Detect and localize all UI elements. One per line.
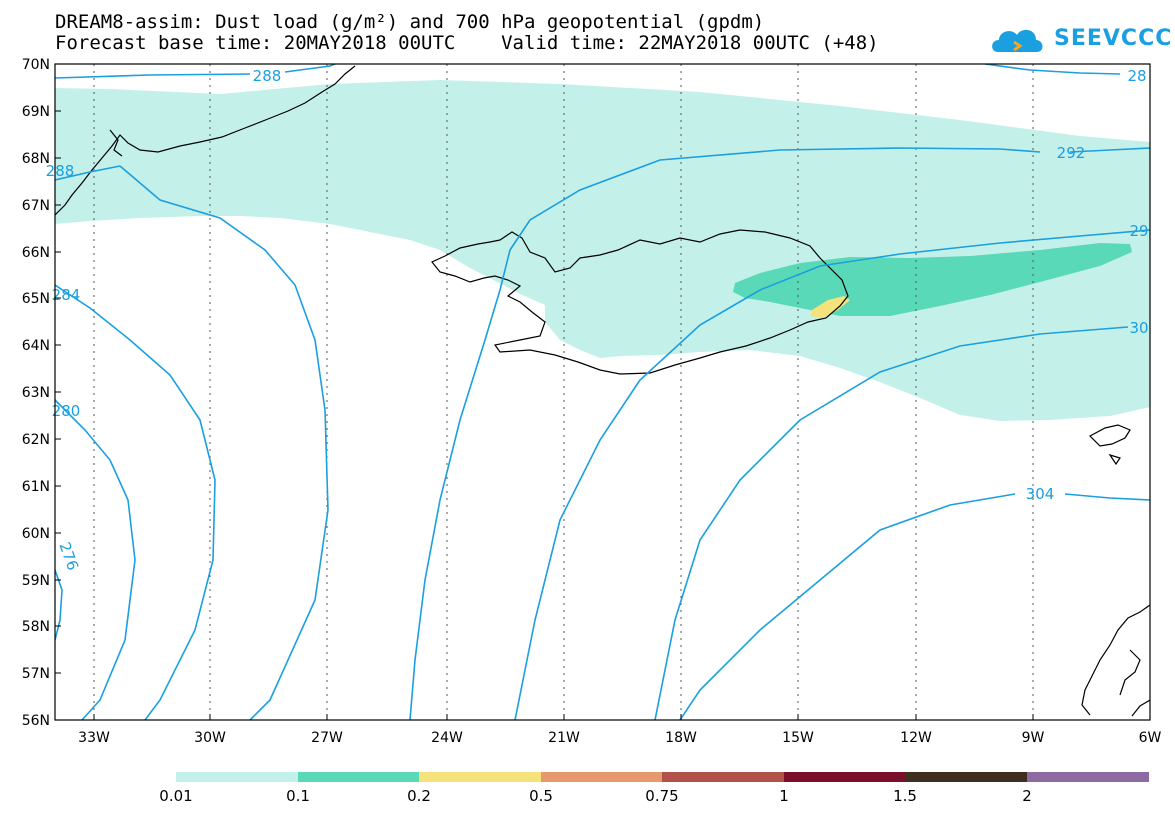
lon-label: 33W bbox=[78, 730, 110, 746]
dust-region-01 bbox=[733, 243, 1132, 316]
lon-label: 15W bbox=[782, 730, 814, 746]
lat-label: 69N bbox=[22, 104, 50, 120]
longitude-labels: 33W 30W 27W 24W 21W 18W 15W 12W 9W 6W bbox=[78, 730, 1161, 746]
colorbar-segment bbox=[905, 772, 1027, 782]
lat-label: 63N bbox=[22, 385, 50, 401]
lat-label: 66N bbox=[22, 245, 50, 261]
latitude-labels: 70N 69N 68N 67N 66N 65N 64N 63N 62N 61N … bbox=[22, 57, 50, 729]
lon-label: 12W bbox=[900, 730, 932, 746]
contour-label: 28 bbox=[1127, 67, 1146, 85]
colorbar-tick: 0.5 bbox=[529, 787, 553, 805]
lat-label: 64N bbox=[22, 338, 50, 354]
lat-label: 65N bbox=[22, 291, 50, 307]
contour-label: 284 bbox=[52, 286, 81, 304]
dust-region-02 bbox=[810, 296, 850, 318]
lat-label: 59N bbox=[22, 573, 50, 589]
logo-text: SEEVCCC bbox=[1054, 26, 1173, 51]
lat-label: 60N bbox=[22, 526, 50, 542]
lat-label: 67N bbox=[22, 198, 50, 214]
lon-label: 9W bbox=[1022, 730, 1045, 746]
coastlines bbox=[55, 65, 1150, 717]
contour-label: 288 bbox=[253, 67, 282, 85]
colorbar-segment bbox=[541, 772, 662, 782]
lon-label: 6W bbox=[1139, 730, 1162, 746]
contour-label: 276 bbox=[55, 540, 82, 573]
colorbar-segment bbox=[1027, 772, 1149, 782]
colorbar-tick: 0.2 bbox=[407, 787, 431, 805]
map-title-line1: DREAM8-assim: Dust load (g/m²) and 700 h… bbox=[55, 11, 765, 33]
lat-label: 56N bbox=[22, 713, 50, 729]
colorbar-tick: 0.1 bbox=[286, 787, 310, 805]
lat-label: 68N bbox=[22, 151, 50, 167]
lat-label: 70N bbox=[22, 57, 50, 73]
contour-label: 304 bbox=[1026, 485, 1055, 503]
colorbar-tick: 2 bbox=[1022, 787, 1032, 805]
lat-label: 61N bbox=[22, 479, 50, 495]
contour-label: 29 bbox=[1129, 222, 1148, 240]
contour-label: 280 bbox=[52, 402, 81, 420]
dust-region-001 bbox=[55, 80, 1150, 421]
contour-label: 30 bbox=[1129, 319, 1148, 337]
lat-label: 58N bbox=[22, 619, 50, 635]
colorbar-segment bbox=[298, 772, 419, 782]
colorbar-segment bbox=[419, 772, 541, 782]
map-title-line2: Forecast base time: 20MAY2018 00UTC Vali… bbox=[55, 32, 879, 54]
colorbar-tick: 0.01 bbox=[159, 787, 193, 805]
lon-label: 21W bbox=[548, 730, 580, 746]
colorbar-tick: 1.5 bbox=[893, 787, 917, 805]
lon-gridlines bbox=[93, 64, 1034, 720]
lat-label: 57N bbox=[22, 666, 50, 682]
lon-label: 30W bbox=[194, 730, 226, 746]
cloud-icon bbox=[992, 29, 1043, 52]
contour-label: 288 bbox=[46, 162, 75, 180]
geopotential-contours bbox=[55, 64, 1150, 720]
colorbar-tick: 0.75 bbox=[645, 787, 679, 805]
colorbar-segment bbox=[176, 772, 298, 782]
lon-label: 27W bbox=[311, 730, 343, 746]
lon-label: 24W bbox=[431, 730, 463, 746]
contour-labels: 288 288 28 292 29 30 304 284 280 276 bbox=[46, 67, 1149, 573]
contour-label: 292 bbox=[1057, 144, 1086, 162]
tick-marks bbox=[55, 110, 1034, 720]
colorbar-segment bbox=[784, 772, 905, 782]
colorbar-segment bbox=[662, 772, 784, 782]
lon-label: 18W bbox=[665, 730, 697, 746]
iceland-coast bbox=[431, 229, 849, 375]
lat-label: 62N bbox=[22, 432, 50, 448]
colorbar-tick: 1 bbox=[779, 787, 789, 805]
